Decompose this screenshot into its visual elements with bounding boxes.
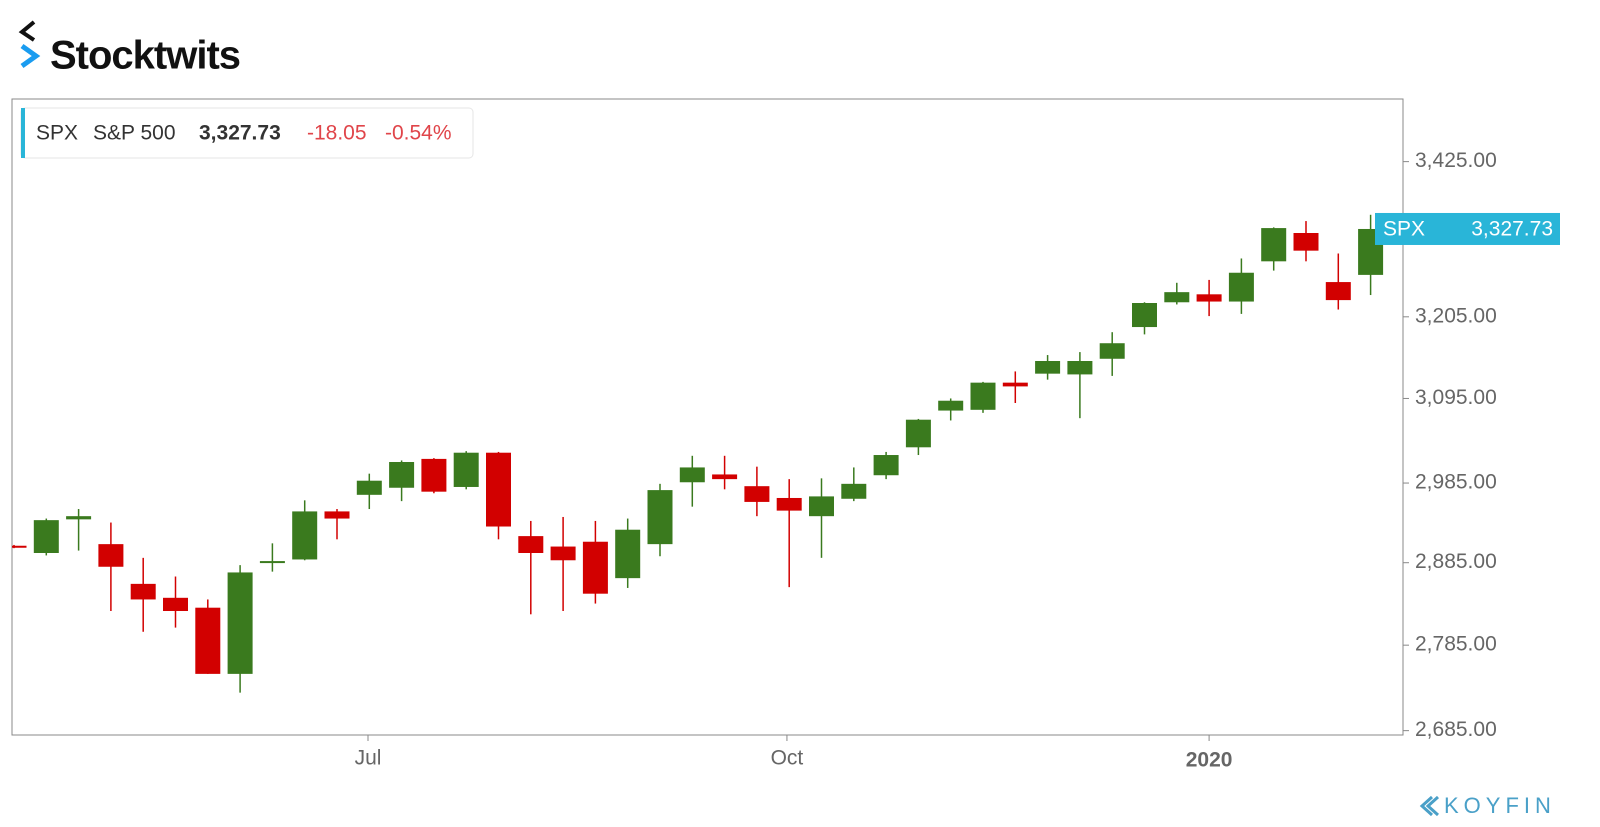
y-tick-label: 2,685.00	[1415, 718, 1497, 741]
x-tick-label: 2020	[1186, 749, 1233, 772]
candle-body	[130, 583, 156, 600]
candle-body	[841, 483, 867, 499]
change: -18.05	[307, 122, 367, 145]
candle-body	[1196, 294, 1222, 302]
candle-body	[873, 455, 899, 476]
candle-body	[615, 529, 641, 579]
price-tag-label: SPX	[1383, 218, 1425, 241]
candle-body	[518, 536, 544, 553]
x-tick-label: Jul	[355, 747, 382, 770]
y-tick-label: 2,785.00	[1415, 633, 1497, 656]
candle-body	[1002, 382, 1028, 387]
footer-logo-mark	[1419, 795, 1440, 817]
candle-body	[1293, 233, 1319, 251]
header-accent	[21, 108, 25, 158]
instrument-name: S&P 500	[93, 122, 176, 145]
candle-body	[679, 467, 705, 483]
y-tick-label: 3,095.00	[1415, 386, 1497, 409]
candle-body	[292, 511, 318, 560]
candle-body	[421, 458, 447, 492]
candle-body	[970, 382, 996, 410]
candle-body	[1164, 292, 1190, 303]
price-tag-value: 3,327.73	[1471, 218, 1553, 241]
candle-body	[1325, 282, 1351, 301]
candle-body	[227, 572, 253, 674]
logo-mark	[20, 43, 41, 69]
candle-body	[647, 490, 673, 545]
last-price: 3,327.73	[199, 122, 281, 145]
plot-frame	[11, 98, 1404, 736]
candle-body	[550, 546, 576, 561]
candle-body	[33, 520, 59, 553]
candle-body	[744, 486, 770, 502]
ticker: SPX	[36, 122, 78, 145]
candle-body	[1261, 228, 1287, 262]
x-tick-label: Oct	[771, 747, 804, 770]
candle-body	[582, 541, 608, 594]
y-tick-label: 2,885.00	[1415, 550, 1497, 573]
candle-body	[809, 496, 834, 517]
price-tag	[1375, 212, 1560, 245]
candle-body	[905, 419, 931, 448]
candle-body	[938, 400, 964, 411]
brand: Stocktwits	[50, 34, 240, 78]
candle-body	[712, 474, 738, 480]
candle-body	[356, 480, 382, 495]
candle-body	[98, 544, 124, 567]
y-tick-label: 3,425.00	[1415, 149, 1497, 172]
candle-body	[453, 452, 479, 487]
y-tick-label: 3,205.00	[1415, 304, 1497, 327]
candle-body	[1132, 303, 1157, 328]
change-pct: -0.54%	[385, 122, 452, 145]
candle-body	[1035, 360, 1061, 374]
candle-body	[486, 452, 511, 527]
footer-brand: KOYFIN	[1444, 793, 1556, 818]
candle-body	[324, 511, 350, 519]
candle-body	[1099, 343, 1125, 359]
candle-body	[1067, 360, 1093, 375]
candle-body	[389, 461, 415, 488]
candle-body	[66, 516, 92, 520]
candle-body	[163, 597, 188, 612]
candle-body	[259, 561, 285, 564]
logo-mark	[18, 20, 36, 42]
candle-body	[776, 497, 802, 511]
candle-body	[12, 545, 27, 548]
y-tick-label: 2,985.00	[1415, 471, 1497, 494]
candle-body	[1228, 272, 1254, 302]
candle-body	[195, 607, 221, 674]
